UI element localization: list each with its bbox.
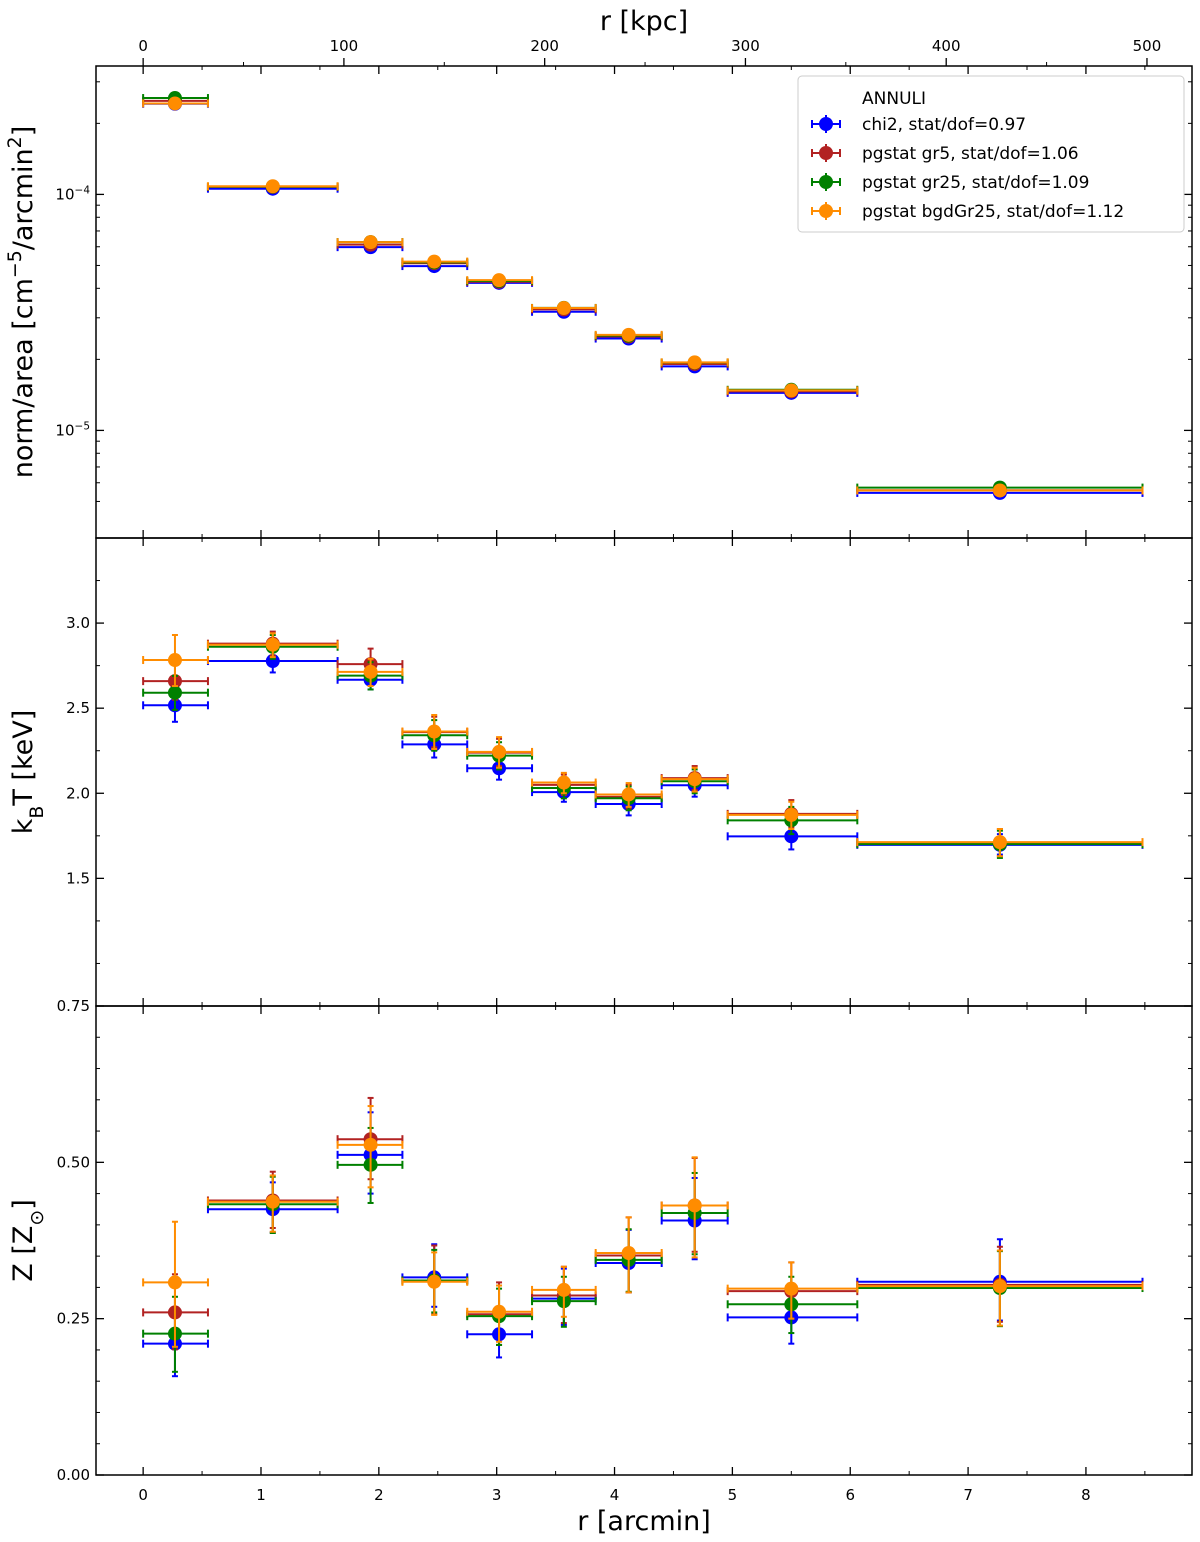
point-pgstat-gr25 [167,685,182,700]
legend-marker [819,175,833,189]
plot-layer: 10−5 10−4 norm/area [cm−5/arcmin2] 1.5 2.0 2.… [4,37,1193,1504]
legend-box [797,75,1185,233]
x-tick-label: 7 [963,1486,973,1504]
x-tick-label: 4 [610,1486,620,1504]
panel-kt: 1.5 2.0 2.5 3.0 kBT [keV] [8,537,1193,1007]
top-tick-label: 300 [731,37,760,55]
point-pgstat-bgdGr25 [992,835,1007,850]
legend-label: pgstat gr25, stat/dof=1.09 [862,173,1089,193]
legend-marker [819,117,833,131]
point-pgstat-bgdGr25 [687,772,702,787]
legend: ANNULI chi2, stat/dof=0.97 pgstat gr5, sta… [797,75,1185,233]
point-pgstat-bgdGr25 [167,1275,182,1290]
x-tick-label: 3 [492,1486,502,1504]
y-tick-label: 0.75 [57,997,90,1015]
legend-label: pgstat gr5, stat/dof=1.06 [862,144,1079,164]
legend-label: chi2, stat/dof=0.97 [862,115,1026,135]
point-pgstat-bgdGr25 [556,775,571,790]
point-chi2 [265,654,280,669]
panel-norm: 10−5 10−4 norm/area [cm−5/arcmin2] [4,65,1193,539]
point-pgstat-bgdGr25 [363,235,378,250]
y-tick-label: 0.00 [57,1466,90,1484]
legend-label: pgstat bgdGr25, stat/dof=1.12 [862,202,1124,222]
panel-frame [95,1005,1193,1476]
point-pgstat-bgdGr25 [687,355,702,370]
top-tick-label: 100 [330,37,359,55]
panel-frame [95,537,1193,1007]
point-pgstat-bgdGr25 [265,179,280,194]
point-chi2 [784,829,799,844]
point-pgstat-bgdGr25 [621,787,636,802]
x-tick-label: 1 [256,1486,266,1504]
x-axis-title: r [arcmin] [577,1506,711,1537]
x-tick-label: 8 [1081,1486,1091,1504]
point-pgstat-bgdGr25 [784,1281,799,1296]
point-pgstat-bgdGr25 [363,664,378,679]
top-tick-label: 500 [1133,37,1162,55]
point-pgstat-bgdGr25 [167,96,182,111]
point-pgstat-bgdGr25 [621,1246,636,1261]
x-tick-label: 2 [374,1486,384,1504]
point-pgstat-bgdGr25 [621,327,636,342]
y-tick-label: 10−4 [55,184,90,203]
y-tick-label: 10−5 [55,420,90,439]
point-pgstat-bgdGr25 [265,1194,280,1209]
y-tick-label: 0.50 [57,1153,90,1171]
top-axis-title: r [kpc] [600,6,688,37]
point-pgstat-bgdGr25 [427,1274,442,1289]
x-tick-label: 6 [845,1486,855,1504]
legend-marker [819,146,833,160]
legend-title: ANNULI [862,89,926,109]
point-pgstat-bgdGr25 [265,637,280,652]
y-axis-title-kt: kBT [keV] [8,710,48,835]
point-pgstat-bgdGr25 [556,1282,571,1297]
point-pgstat-bgdGr25 [363,1137,378,1152]
point-pgstat-bgdGr25 [784,383,799,398]
y-tick-label: 0.25 [57,1310,90,1328]
y-tick-label: 1.5 [66,869,90,887]
point-pgstat-bgdGr25 [492,273,507,288]
point-pgstat-bgdGr25 [492,744,507,759]
point-pgstat-bgdGr25 [992,483,1007,498]
point-pgstat-bgdGr25 [492,1304,507,1319]
point-pgstat-bgdGr25 [784,807,799,822]
y-tick-label: 2.0 [66,784,90,802]
point-pgstat-bgdGr25 [687,1198,702,1213]
point-pgstat-bgdGr25 [427,254,442,269]
top-tick-label: 0 [138,37,148,55]
x-tick-label: 5 [728,1486,738,1504]
point-pgstat-bgdGr25 [167,653,182,668]
panel-z: 0.00 0.25 0.50 0.75 Z [Z⊙] [8,997,1193,1484]
y-axis-title-norm: norm/area [cm−5/arcmin2] [4,126,39,479]
y-tick-label: 2.5 [66,699,90,717]
top-tick-label: 200 [530,37,559,55]
legend-marker [819,204,833,218]
x-tick-label: 0 [138,1486,148,1504]
y-axis-title-z: Z [Z⊙] [8,1199,48,1282]
point-pgstat-bgdGr25 [992,1279,1007,1294]
point-pgstat-bgdGr25 [427,724,442,739]
top-tick-label: 400 [932,37,961,55]
point-pgstat-bgdGr25 [556,301,571,316]
y-tick-label: 3.0 [66,614,90,632]
